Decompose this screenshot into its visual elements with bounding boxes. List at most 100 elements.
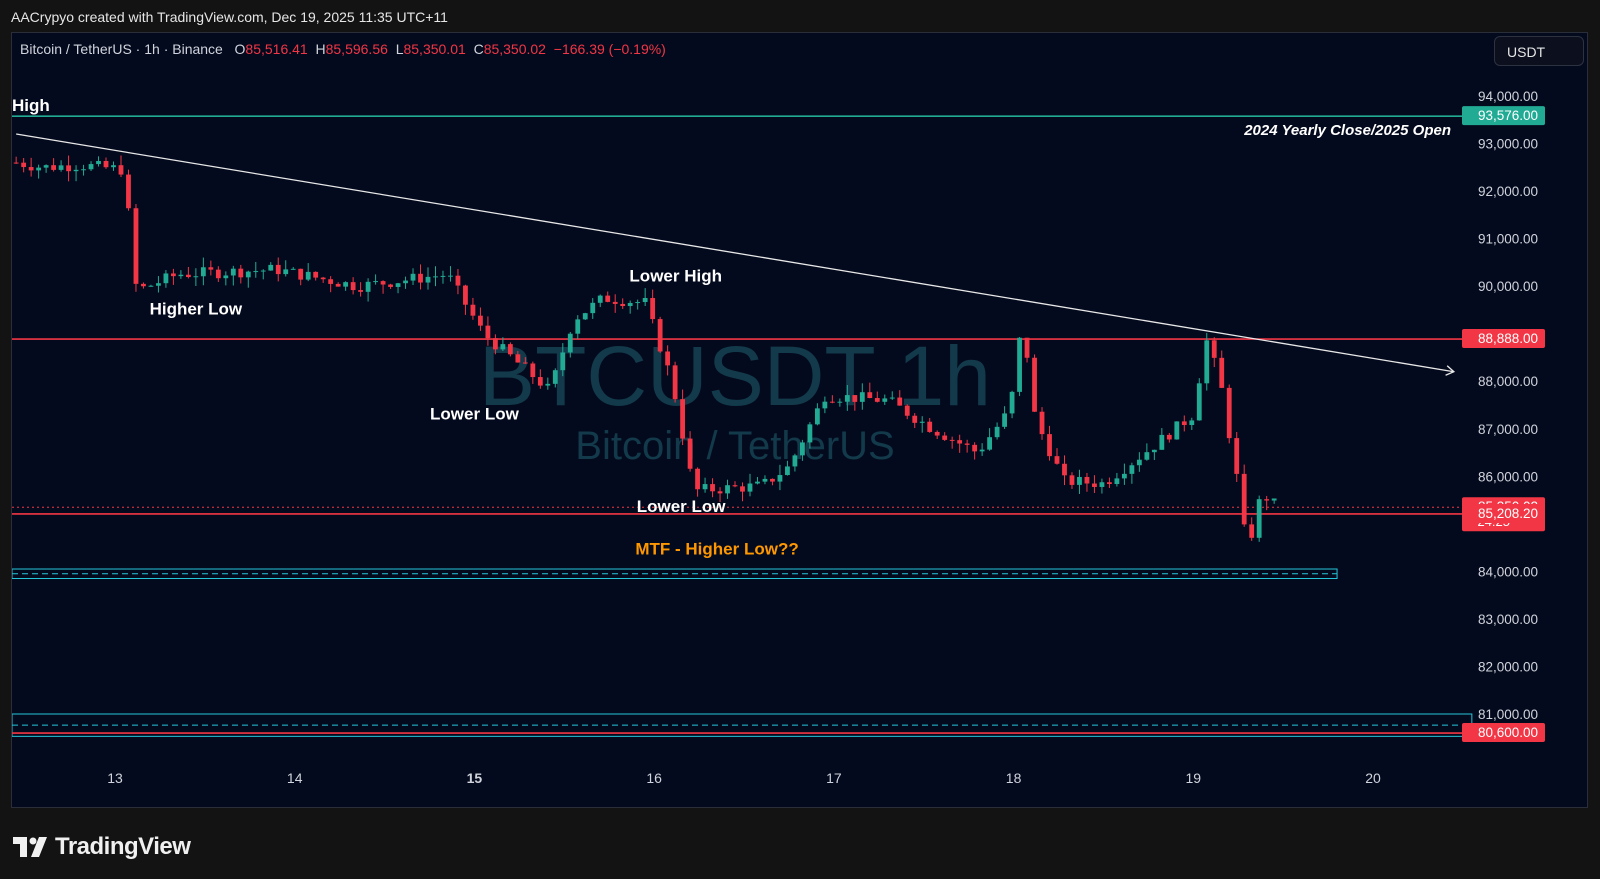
candle[interactable] xyxy=(552,368,558,388)
candle[interactable] xyxy=(455,269,461,295)
candle[interactable] xyxy=(1024,337,1030,363)
candle[interactable] xyxy=(590,298,596,319)
candle[interactable] xyxy=(942,432,948,441)
candle[interactable] xyxy=(28,157,34,177)
candle[interactable] xyxy=(800,439,805,461)
candle[interactable] xyxy=(605,291,611,303)
candle[interactable] xyxy=(1144,443,1150,461)
candle[interactable] xyxy=(1062,455,1067,486)
candle[interactable] xyxy=(215,266,221,282)
candle[interactable] xyxy=(1151,449,1157,460)
candle[interactable] xyxy=(1114,472,1120,487)
candle[interactable] xyxy=(1121,463,1127,485)
tradingview-logo[interactable]: TradingView xyxy=(13,833,191,861)
candle[interactable] xyxy=(844,385,850,411)
candle[interactable] xyxy=(979,443,985,456)
candle[interactable] xyxy=(1196,378,1202,421)
candle[interactable] xyxy=(710,478,715,498)
candle[interactable] xyxy=(492,334,498,355)
candle[interactable] xyxy=(882,394,888,405)
candle[interactable] xyxy=(403,276,408,289)
candle[interactable] xyxy=(425,267,431,290)
candle[interactable] xyxy=(193,268,199,286)
candle[interactable] xyxy=(245,270,251,288)
candle[interactable] xyxy=(1054,448,1060,465)
candle[interactable] xyxy=(680,389,685,446)
candle[interactable] xyxy=(785,460,790,476)
candle[interactable] xyxy=(964,439,970,453)
candle[interactable] xyxy=(1159,428,1165,450)
candle[interactable] xyxy=(575,315,581,340)
candle[interactable] xyxy=(171,268,176,285)
candle[interactable] xyxy=(1174,421,1180,440)
candle[interactable] xyxy=(1107,477,1112,488)
candle[interactable] xyxy=(695,467,700,497)
candle[interactable] xyxy=(650,289,656,324)
chart-panel[interactable]: BTCUSDT 1h Bitcoin / TetherUS High 2024 Ye… xyxy=(11,32,1588,808)
candle[interactable] xyxy=(388,283,393,289)
candle[interactable] xyxy=(253,261,259,278)
candle[interactable] xyxy=(313,271,319,281)
candle[interactable] xyxy=(867,382,873,399)
candle[interactable] xyxy=(732,481,738,488)
candle[interactable] xyxy=(1234,432,1240,482)
candle[interactable] xyxy=(515,351,521,363)
candle[interactable] xyxy=(949,436,955,449)
candle[interactable] xyxy=(545,377,551,390)
candle[interactable] xyxy=(73,165,79,182)
candle[interactable] xyxy=(156,276,161,293)
candle[interactable] xyxy=(208,260,214,276)
candle[interactable] xyxy=(777,464,783,491)
candle[interactable] xyxy=(740,482,745,502)
candle[interactable] xyxy=(1092,475,1097,493)
candle[interactable] xyxy=(163,270,169,288)
candle[interactable] xyxy=(687,431,693,472)
candle[interactable] xyxy=(58,160,64,172)
candle[interactable] xyxy=(852,395,858,411)
candle[interactable] xyxy=(530,361,536,384)
candle[interactable] xyxy=(66,155,71,182)
candle[interactable] xyxy=(298,268,304,286)
candle[interactable] xyxy=(582,312,588,321)
candle[interactable] xyxy=(43,164,49,173)
candle[interactable] xyxy=(13,156,19,164)
trendline[interactable] xyxy=(16,133,1454,373)
candle[interactable] xyxy=(268,262,274,271)
candle[interactable] xyxy=(103,157,109,169)
candle[interactable] xyxy=(1271,498,1277,504)
candle[interactable] xyxy=(770,478,775,486)
candle[interactable] xyxy=(81,164,86,176)
candle[interactable] xyxy=(1069,472,1075,489)
candle[interactable] xyxy=(1256,495,1262,542)
candle[interactable] xyxy=(642,288,648,307)
candle[interactable] xyxy=(657,316,663,353)
candle[interactable] xyxy=(822,396,828,414)
candle[interactable] xyxy=(111,161,116,171)
candle[interactable] xyxy=(537,369,543,389)
candle[interactable] xyxy=(51,158,56,172)
candle[interactable] xyxy=(1204,332,1210,391)
candle[interactable] xyxy=(560,343,566,377)
candle[interactable] xyxy=(627,300,633,314)
candle[interactable] xyxy=(88,161,94,172)
candle[interactable] xyxy=(463,284,468,315)
candle[interactable] xyxy=(702,477,708,493)
candle[interactable] xyxy=(470,297,476,320)
candle[interactable] xyxy=(230,265,236,286)
candle[interactable] xyxy=(478,307,483,331)
candle[interactable] xyxy=(874,391,880,403)
candle[interactable] xyxy=(1211,337,1217,368)
candle[interactable] xyxy=(365,278,371,302)
candle[interactable] xyxy=(1032,354,1037,413)
candle[interactable] xyxy=(994,422,1000,440)
candle[interactable] xyxy=(987,428,993,451)
candle[interactable] xyxy=(21,158,27,173)
candle[interactable] xyxy=(1077,469,1082,494)
candle[interactable] xyxy=(1136,452,1142,472)
candle[interactable] xyxy=(725,479,730,499)
candle[interactable] xyxy=(1017,337,1022,397)
candle[interactable] xyxy=(1166,432,1172,443)
candle[interactable] xyxy=(912,413,918,429)
candle[interactable] xyxy=(762,475,768,485)
